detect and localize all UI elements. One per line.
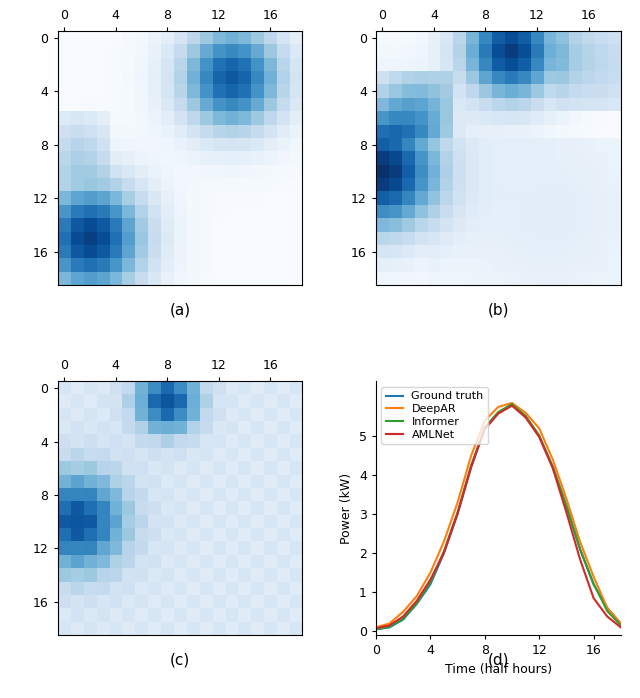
Text: (d): (d)	[488, 653, 509, 667]
AMLNet	[481, 425, 488, 433]
Ground truth	[589, 580, 597, 588]
Informer	[563, 501, 570, 510]
Ground truth	[522, 413, 529, 421]
Informer	[372, 625, 380, 634]
AMLNet	[549, 464, 557, 473]
Informer	[454, 508, 461, 517]
Informer	[426, 579, 434, 587]
Informer	[589, 579, 597, 588]
AMLNet	[495, 409, 502, 417]
Ground truth	[386, 623, 394, 632]
Informer	[386, 623, 394, 631]
DeepAR	[386, 619, 394, 628]
DeepAR	[399, 607, 407, 616]
Ground truth	[467, 463, 475, 472]
DeepAR	[563, 494, 570, 503]
Informer	[413, 599, 420, 607]
Ground truth	[549, 463, 557, 472]
Ground truth	[426, 580, 434, 588]
Ground truth	[481, 424, 488, 433]
Text: (a): (a)	[170, 302, 191, 318]
AMLNet	[508, 401, 516, 410]
AMLNet	[454, 510, 461, 518]
AMLNet	[440, 548, 448, 556]
Informer	[535, 431, 543, 440]
Ground truth	[576, 545, 584, 554]
AMLNet	[372, 624, 380, 632]
Ground truth	[413, 600, 420, 608]
DeepAR	[467, 452, 475, 460]
DeepAR	[454, 498, 461, 507]
Informer	[508, 400, 516, 408]
Informer	[440, 547, 448, 556]
AMLNet	[576, 555, 584, 563]
DeepAR	[617, 619, 625, 628]
AMLNet	[413, 597, 420, 605]
Ground truth	[440, 549, 448, 558]
AMLNet	[467, 462, 475, 470]
Ground truth	[563, 502, 570, 510]
X-axis label: Time (half hours): Time (half hours)	[445, 663, 552, 676]
AMLNet	[386, 621, 394, 630]
Informer	[481, 424, 488, 432]
DeepAR	[522, 408, 529, 417]
Y-axis label: Power (kW): Power (kW)	[340, 473, 353, 544]
AMLNet	[426, 576, 434, 584]
Ground truth	[535, 432, 543, 440]
Ground truth	[604, 604, 611, 612]
Informer	[549, 462, 557, 470]
DeepAR	[589, 572, 597, 581]
Ground truth	[399, 616, 407, 624]
DeepAR	[440, 537, 448, 546]
AMLNet	[617, 623, 625, 632]
Legend: Ground truth, DeepAR, Informer, AMLNet: Ground truth, DeepAR, Informer, AMLNet	[381, 387, 488, 444]
Line: Informer: Informer	[376, 404, 621, 630]
Informer	[576, 544, 584, 553]
AMLNet	[399, 612, 407, 621]
AMLNet	[589, 594, 597, 602]
AMLNet	[604, 612, 611, 621]
Informer	[467, 461, 475, 470]
AMLNet	[522, 413, 529, 422]
Informer	[399, 615, 407, 623]
DeepAR	[535, 424, 543, 433]
Line: Ground truth: Ground truth	[376, 405, 621, 630]
Ground truth	[372, 625, 380, 634]
AMLNet	[563, 508, 570, 517]
DeepAR	[372, 623, 380, 632]
Informer	[617, 621, 625, 630]
DeepAR	[549, 455, 557, 463]
Ground truth	[454, 510, 461, 519]
Ground truth	[508, 401, 516, 409]
DeepAR	[495, 403, 502, 411]
DeepAR	[508, 399, 516, 407]
DeepAR	[576, 537, 584, 546]
Ground truth	[495, 408, 502, 417]
Text: (b): (b)	[488, 302, 509, 318]
Ground truth	[617, 619, 625, 628]
Informer	[495, 408, 502, 416]
DeepAR	[604, 604, 611, 612]
Informer	[522, 412, 529, 420]
Line: AMLNet: AMLNet	[376, 406, 621, 628]
DeepAR	[426, 569, 434, 577]
Text: (c): (c)	[170, 653, 190, 667]
DeepAR	[481, 416, 488, 424]
AMLNet	[535, 433, 543, 441]
DeepAR	[413, 592, 420, 600]
Informer	[604, 607, 611, 615]
Line: DeepAR: DeepAR	[376, 403, 621, 628]
